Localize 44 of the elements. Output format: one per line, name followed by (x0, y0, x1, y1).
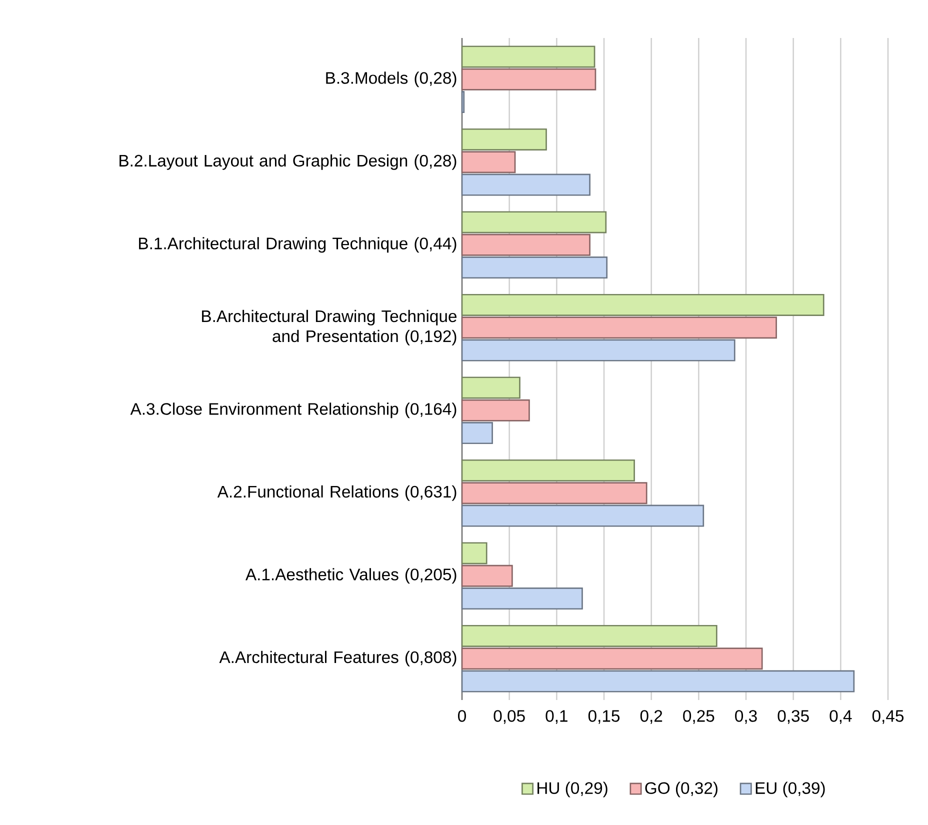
x-tick-label: 0,2 (640, 710, 662, 724)
x-tick-label: 0,35 (778, 710, 809, 724)
bar (461, 46, 596, 68)
y-tick-label: B.Architectural Drawing Technique and Presentation (0,192) (202, 310, 457, 346)
y-tick-label: A.2.Functional Relations (0,631) (217, 485, 456, 501)
bar (461, 339, 736, 362)
x-tick-label: 0 (458, 710, 466, 722)
x-tick-label: 0,1 (546, 710, 568, 724)
bar (461, 459, 635, 482)
x-tick-label: 0,15 (588, 710, 620, 724)
y-tick-label: B.1.Architectural Drawing Technique (0,44) (139, 237, 456, 253)
bar (461, 482, 648, 504)
bar (461, 256, 608, 279)
bar (461, 624, 718, 647)
bar (461, 376, 520, 399)
bar (461, 670, 855, 692)
bar (461, 504, 704, 527)
y-tick-label: A.Architectural Features (0,808) (219, 650, 456, 666)
x-tick-label: 0,25 (683, 710, 714, 724)
y-tick-label: A.3.Close Environment Relationship (0,164) (130, 402, 456, 418)
bar (461, 399, 530, 422)
bar (461, 151, 516, 174)
bar (461, 542, 488, 564)
legend-label: GO (0,32) (645, 782, 718, 798)
bar (461, 588, 583, 610)
bar (461, 234, 590, 256)
bar (461, 648, 763, 670)
bar (461, 564, 513, 587)
x-tick-label: 0,45 (872, 710, 904, 724)
bar (461, 128, 547, 150)
x-tick-label: 0,3 (735, 710, 757, 724)
legend-label: EU (0,39) (756, 782, 825, 798)
x-tick-label: 0,4 (830, 710, 852, 724)
bar (461, 316, 777, 339)
legend-label: HU (0,29) (538, 782, 608, 798)
x-tick-label: 0,05 (494, 710, 525, 724)
bar (461, 68, 596, 90)
bar (461, 294, 824, 316)
y-tick-label: A.1.Aesthetic Values (0,205) (245, 568, 456, 584)
y-tick-label: B.3.Models (0,28) (326, 72, 456, 88)
bar (461, 174, 590, 196)
y-tick-label: B.2.Layout Layout and Graphic Design (0,28) (120, 154, 456, 170)
bar (461, 211, 607, 234)
bar (461, 422, 493, 444)
